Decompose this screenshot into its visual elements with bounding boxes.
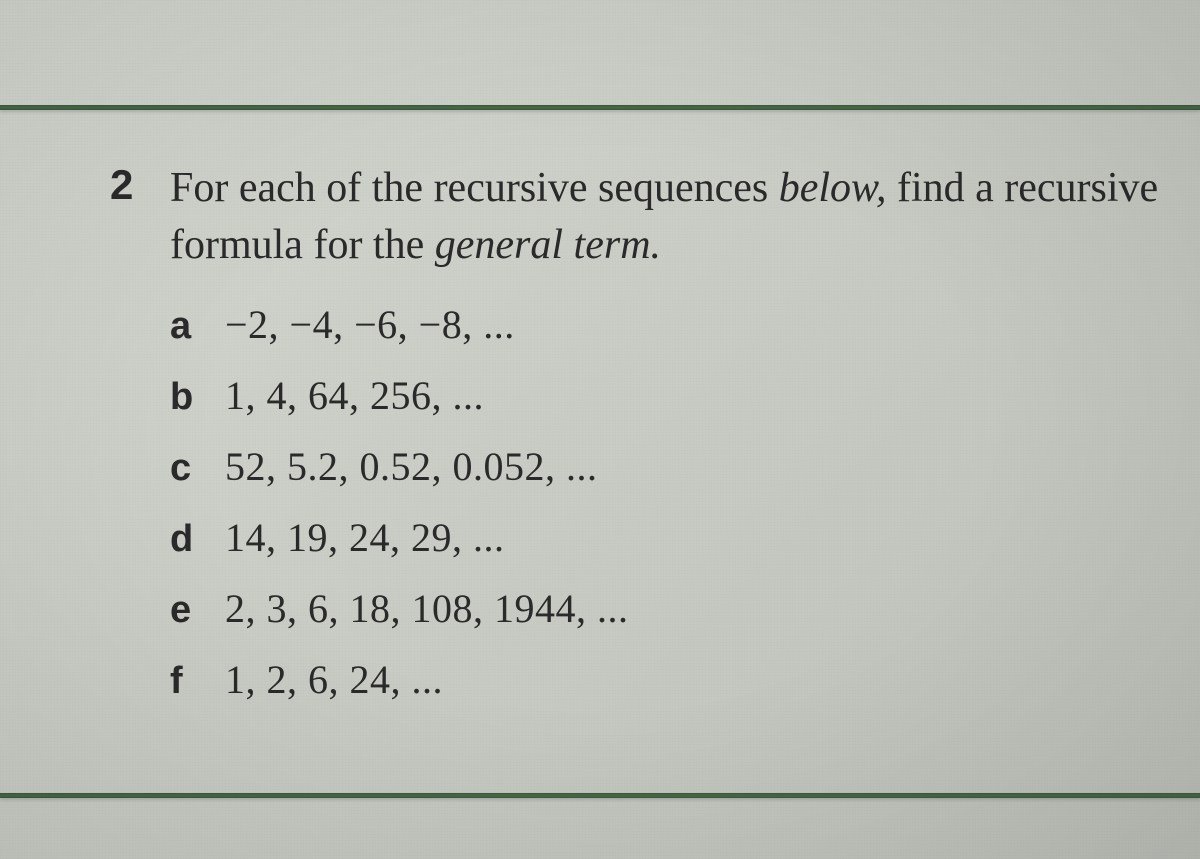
- question-text-italic2: general term.: [435, 222, 661, 268]
- item-sequence-f: 1, 2, 6, 24, ...: [225, 656, 443, 703]
- content-block: 2 For each of the recursive sequences be…: [110, 160, 1180, 727]
- question-text-part1: For each of the recursive sequences: [170, 165, 779, 211]
- item-label-a: a: [170, 305, 225, 348]
- horizontal-rule-bottom: [0, 793, 1200, 798]
- item-label-f: f: [170, 660, 225, 703]
- item-sequence-d: 14, 19, 24, 29, ...: [225, 514, 505, 561]
- item-label-d: d: [170, 518, 225, 561]
- item-row: a −2, −4, −6, −8, ...: [170, 301, 1180, 348]
- item-row: e 2, 3, 6, 18, 108, 1944, ...: [170, 585, 1180, 632]
- items-list: a −2, −4, −6, −8, ... b 1, 4, 64, 256, .…: [170, 301, 1180, 703]
- item-label-b: b: [170, 376, 225, 419]
- item-row: c 52, 5.2, 0.52, 0.052, ...: [170, 443, 1180, 490]
- item-sequence-a: −2, −4, −6, −8, ...: [225, 301, 515, 348]
- item-row: b 1, 4, 64, 256, ...: [170, 372, 1180, 419]
- question-number: 2: [110, 160, 170, 210]
- question-text: For each of the recursive sequences belo…: [170, 160, 1180, 273]
- question-text-italic1: below,: [779, 165, 887, 211]
- item-sequence-c: 52, 5.2, 0.52, 0.052, ...: [225, 443, 598, 490]
- item-sequence-b: 1, 4, 64, 256, ...: [225, 372, 484, 419]
- item-label-e: e: [170, 589, 225, 632]
- horizontal-rule-top: [0, 105, 1200, 110]
- item-row: f 1, 2, 6, 24, ...: [170, 656, 1180, 703]
- item-row: d 14, 19, 24, 29, ...: [170, 514, 1180, 561]
- question-row: 2 For each of the recursive sequences be…: [110, 160, 1180, 273]
- page: 2 For each of the recursive sequences be…: [0, 0, 1200, 859]
- item-sequence-e: 2, 3, 6, 18, 108, 1944, ...: [225, 585, 629, 632]
- item-label-c: c: [170, 447, 225, 490]
